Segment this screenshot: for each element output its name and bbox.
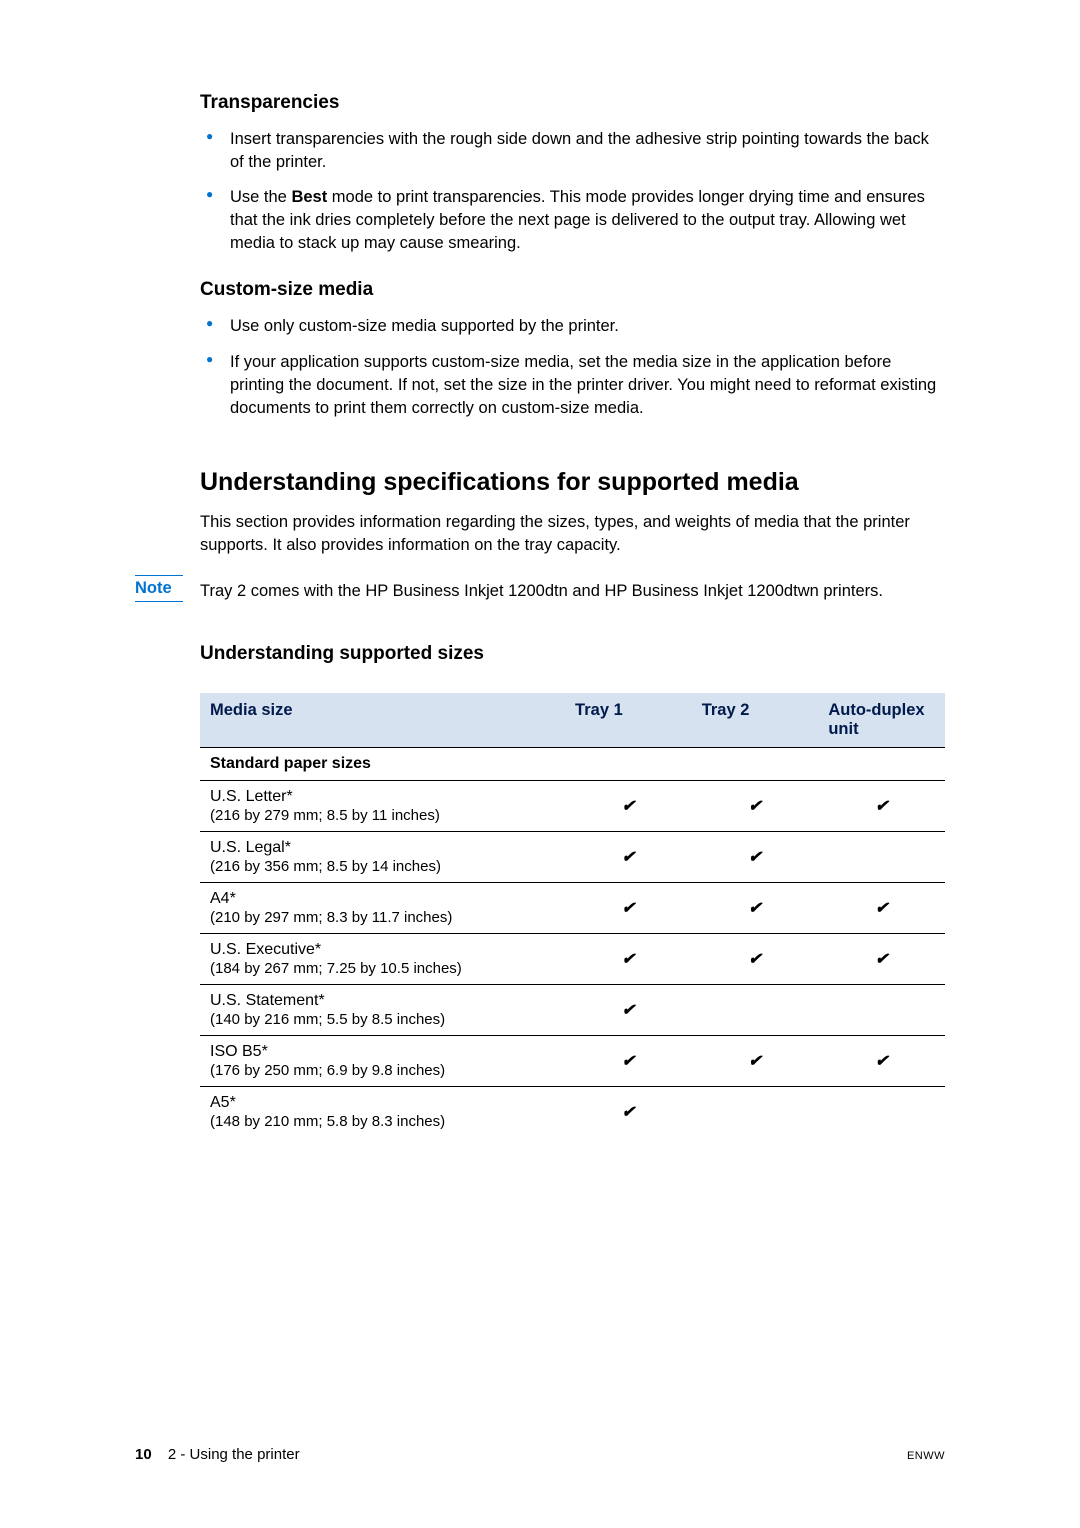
cell-tray2: ✔ bbox=[692, 883, 819, 934]
bullet-item: If your application supports custom-size… bbox=[200, 351, 945, 420]
cell-tray2: ✔ bbox=[692, 781, 819, 832]
table-section-row: Standard paper sizes bbox=[200, 748, 945, 781]
table-row: U.S. Legal*(216 by 356 mm; 8.5 by 14 inc… bbox=[200, 832, 945, 883]
cell-duplex bbox=[818, 985, 945, 1036]
cell-tray1: ✔ bbox=[565, 781, 692, 832]
cell-media-name: A4*(210 by 297 mm; 8.3 by 11.7 inches) bbox=[200, 883, 565, 934]
heading-understanding-specs: Understanding specifications for support… bbox=[200, 468, 945, 497]
note-label: Note bbox=[135, 575, 183, 602]
cell-tray2 bbox=[692, 985, 819, 1036]
table-row: A5*(148 by 210 mm; 5.8 by 8.3 inches)✔ bbox=[200, 1087, 945, 1138]
cell-tray2: ✔ bbox=[692, 832, 819, 883]
bullet-item: Insert transparencies with the rough sid… bbox=[200, 128, 945, 174]
note-block: Note Tray 2 comes with the HP Business I… bbox=[135, 575, 945, 603]
transparencies-list: Insert transparencies with the rough sid… bbox=[200, 128, 945, 255]
col-auto-duplex: Auto-duplex unit bbox=[818, 693, 945, 748]
col-media-size: Media size bbox=[200, 693, 565, 748]
cell-media-name: U.S. Statement*(140 by 216 mm; 5.5 by 8.… bbox=[200, 985, 565, 1036]
cell-tray1: ✔ bbox=[565, 1087, 692, 1138]
table-body: Standard paper sizes U.S. Letter*(216 by… bbox=[200, 748, 945, 1138]
cell-duplex: ✔ bbox=[818, 934, 945, 985]
table-row: A4*(210 by 297 mm; 8.3 by 11.7 inches)✔✔… bbox=[200, 883, 945, 934]
bullet-item: Use the Best mode to print transparencie… bbox=[200, 186, 945, 255]
cell-tray1: ✔ bbox=[565, 832, 692, 883]
page-footer: 10 2 - Using the printer ENWW bbox=[135, 1446, 945, 1463]
heading-custom-size: Custom-size media bbox=[200, 279, 945, 301]
chapter-label: 2 - Using the printer bbox=[168, 1446, 300, 1463]
cell-duplex: ✔ bbox=[818, 781, 945, 832]
cell-media-name: A5*(148 by 210 mm; 5.8 by 8.3 inches) bbox=[200, 1087, 565, 1138]
section-label: Standard paper sizes bbox=[200, 748, 945, 781]
cell-tray2 bbox=[692, 1087, 819, 1138]
cell-duplex bbox=[818, 832, 945, 883]
cell-tray2: ✔ bbox=[692, 1036, 819, 1087]
cell-duplex bbox=[818, 1087, 945, 1138]
text-fragment: Use the bbox=[230, 188, 291, 206]
table-row: ISO B5*(176 by 250 mm; 6.9 by 9.8 inches… bbox=[200, 1036, 945, 1087]
heading-supported-sizes: Understanding supported sizes bbox=[200, 643, 945, 665]
custom-list: Use only custom-size media supported by … bbox=[200, 315, 945, 419]
page-number: 10 bbox=[135, 1446, 152, 1463]
heading-transparencies: Transparencies bbox=[200, 92, 945, 114]
cell-duplex: ✔ bbox=[818, 1036, 945, 1087]
cell-tray1: ✔ bbox=[565, 1036, 692, 1087]
text-fragment: mode to print transparencies. This mode … bbox=[230, 188, 925, 252]
cell-media-name: ISO B5*(176 by 250 mm; 6.9 by 9.8 inches… bbox=[200, 1036, 565, 1087]
cell-tray1: ✔ bbox=[565, 985, 692, 1036]
table-row: U.S. Letter*(216 by 279 mm; 8.5 by 11 in… bbox=[200, 781, 945, 832]
cell-duplex: ✔ bbox=[818, 883, 945, 934]
note-text: Tray 2 comes with the HP Business Inkjet… bbox=[200, 575, 883, 603]
table-row: U.S. Executive*(184 by 267 mm; 7.25 by 1… bbox=[200, 934, 945, 985]
media-size-table: Media size Tray 1 Tray 2 Auto-duplex uni… bbox=[200, 693, 945, 1137]
col-tray1: Tray 1 bbox=[565, 693, 692, 748]
specs-intro: This section provides information regard… bbox=[200, 511, 945, 557]
table-row: U.S. Statement*(140 by 216 mm; 5.5 by 8.… bbox=[200, 985, 945, 1036]
cell-media-name: U.S. Legal*(216 by 356 mm; 8.5 by 14 inc… bbox=[200, 832, 565, 883]
bullet-item: Use only custom-size media supported by … bbox=[200, 315, 945, 338]
cell-media-name: U.S. Executive*(184 by 267 mm; 7.25 by 1… bbox=[200, 934, 565, 985]
cell-tray1: ✔ bbox=[565, 883, 692, 934]
text-bold: Best bbox=[291, 188, 327, 206]
col-tray2: Tray 2 bbox=[692, 693, 819, 748]
cell-media-name: U.S. Letter*(216 by 279 mm; 8.5 by 11 in… bbox=[200, 781, 565, 832]
footer-right: ENWW bbox=[907, 1450, 945, 1462]
cell-tray2: ✔ bbox=[692, 934, 819, 985]
cell-tray1: ✔ bbox=[565, 934, 692, 985]
